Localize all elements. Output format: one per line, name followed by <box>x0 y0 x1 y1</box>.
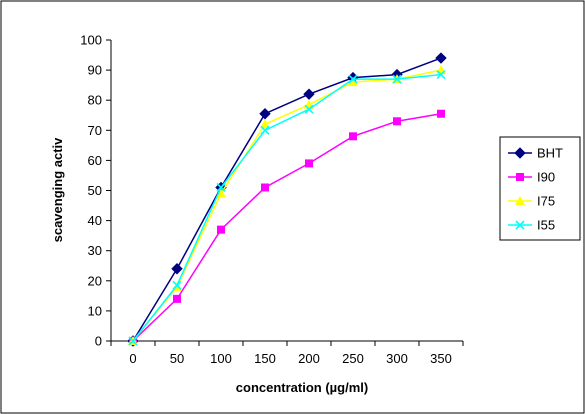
point-bht <box>303 88 315 100</box>
point-bht <box>171 263 183 275</box>
y-tick-label: 60 <box>88 153 102 168</box>
point-i55-stroke <box>172 280 182 290</box>
legend-marker-bht <box>514 147 526 159</box>
series-line-bht <box>132 57 442 342</box>
x-axis-title: concentration (µg/ml) <box>236 380 368 395</box>
plot-area: 0 10 20 30 40 50 60 70 80 90 100 0 50 100 150 200 250 300… <box>80 33 464 366</box>
x-tick-label: 100 <box>210 351 232 366</box>
point-i55 <box>216 182 226 193</box>
x-tick-label: 350 <box>430 351 452 366</box>
x-tick-label: 0 <box>129 351 136 366</box>
point-i55 <box>128 336 138 346</box>
legend-marker-i55-stroke <box>515 220 525 230</box>
point-i55-stroke <box>436 70 446 80</box>
point-i55 <box>304 104 314 114</box>
point-i90 <box>261 183 269 192</box>
point-i75 <box>260 119 270 129</box>
legend-label-bht: BHT <box>537 146 563 161</box>
x-tick-label: 250 <box>342 351 364 366</box>
y-tick-label: 10 <box>88 303 102 318</box>
point-i90 <box>305 159 313 168</box>
legend-marker-i55 <box>515 220 525 230</box>
point-bht <box>259 108 271 120</box>
point-i90 <box>437 109 445 118</box>
legend-marker-i90 <box>516 173 524 181</box>
y-tick-label: 20 <box>88 273 102 288</box>
point-i75 <box>348 77 358 87</box>
point-i90 <box>217 225 225 234</box>
point-i55-stroke <box>216 182 226 193</box>
y-tick-label: 30 <box>88 243 102 258</box>
point-i55-stroke <box>392 74 402 84</box>
point-i75 <box>216 188 226 198</box>
point-i55-stroke <box>128 336 138 346</box>
legend-label-i55: I55 <box>537 218 555 233</box>
point-i55-stroke <box>260 125 270 135</box>
legend-marker-i75 <box>515 196 525 205</box>
legend-label-i75: I75 <box>537 194 555 209</box>
y-axis-title: scavenging activ <box>50 137 65 243</box>
y-tick-label: 0 <box>95 334 102 349</box>
y-tick-label: 90 <box>88 63 102 78</box>
point-i90 <box>349 132 357 141</box>
y-tick-label: 100 <box>80 33 102 48</box>
point-i55 <box>260 125 270 135</box>
point-i90 <box>173 294 181 303</box>
series-line-i90 <box>132 113 442 342</box>
x-tick-label: 300 <box>386 351 408 366</box>
point-i55-stroke <box>348 74 358 84</box>
point-i55 <box>348 74 358 84</box>
legend-box <box>499 136 581 241</box>
point-i55-stroke <box>304 104 314 114</box>
point-i55 <box>172 280 182 290</box>
y-tick-label: 50 <box>88 183 102 198</box>
legend: BHT I90 I75 I55 <box>499 136 581 241</box>
y-tick-label: 70 <box>88 123 102 138</box>
point-i55 <box>436 70 446 80</box>
point-bht <box>435 52 447 64</box>
y-tick-label: 80 <box>88 93 102 108</box>
x-tick-label: 200 <box>298 351 320 366</box>
x-tick-label: 150 <box>254 351 276 366</box>
point-i55 <box>392 74 402 84</box>
x-tick-label: 50 <box>170 351 184 366</box>
series-line-i55 <box>132 73 442 342</box>
point-i90 <box>393 117 401 126</box>
legend-label-i90: I90 <box>537 170 555 185</box>
y-tick-label: 40 <box>88 213 102 228</box>
